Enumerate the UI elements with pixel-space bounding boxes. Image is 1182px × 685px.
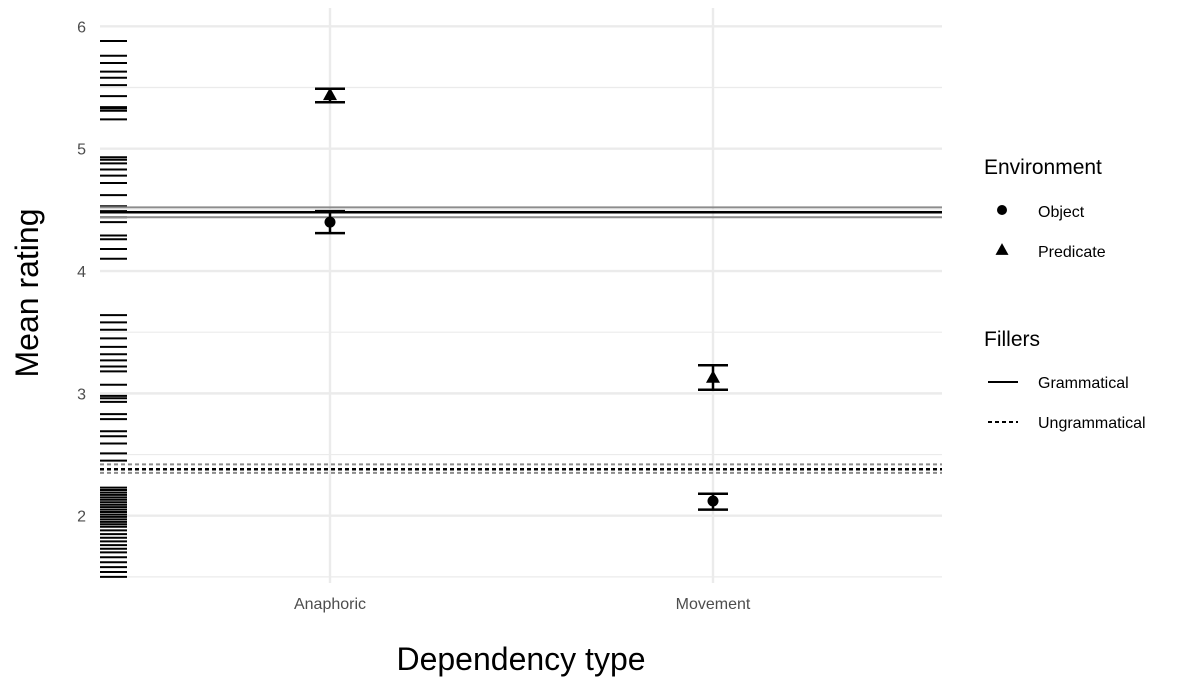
legend-circle-icon xyxy=(997,205,1007,215)
data-point-object xyxy=(324,216,336,228)
reference-lines xyxy=(100,206,942,474)
y-tick-label: 3 xyxy=(77,386,86,403)
rug-layer xyxy=(100,40,127,578)
y-tick-label: 5 xyxy=(77,142,86,159)
axis-layer: 2 3 4 5 6 Anaphoric Movement xyxy=(77,19,751,613)
legend-triangle-icon xyxy=(995,243,1009,255)
legend-item-label: Ungrammatical xyxy=(1038,415,1146,432)
legend-item-label: Grammatical xyxy=(1038,375,1129,392)
y-tick-label: 4 xyxy=(77,264,86,281)
data-point-predicate xyxy=(323,87,337,101)
legend: Environment Object Predicate Fillers Gram… xyxy=(984,156,1146,432)
legend-item-label: Object xyxy=(1038,204,1085,221)
y-tick-label: 6 xyxy=(77,19,86,36)
grid-layer xyxy=(100,8,942,583)
y-axis-title: Mean rating xyxy=(9,209,45,378)
x-tick-label: Anaphoric xyxy=(294,596,366,613)
marks-layer xyxy=(315,87,728,511)
legend-fillers-title: Fillers xyxy=(984,328,1040,351)
data-point-predicate xyxy=(706,370,720,383)
legend-environment-items: Object Predicate xyxy=(995,204,1106,261)
legend-fillers-items: Grammatical Ungrammatical xyxy=(988,375,1146,432)
x-tick-label: Movement xyxy=(676,596,751,613)
y-tick-label: 2 xyxy=(77,509,86,526)
legend-item-label: Predicate xyxy=(1038,244,1106,261)
x-axis-title: Dependency type xyxy=(396,641,645,677)
data-point-object xyxy=(707,495,719,507)
legend-environment-title: Environment xyxy=(984,156,1102,179)
